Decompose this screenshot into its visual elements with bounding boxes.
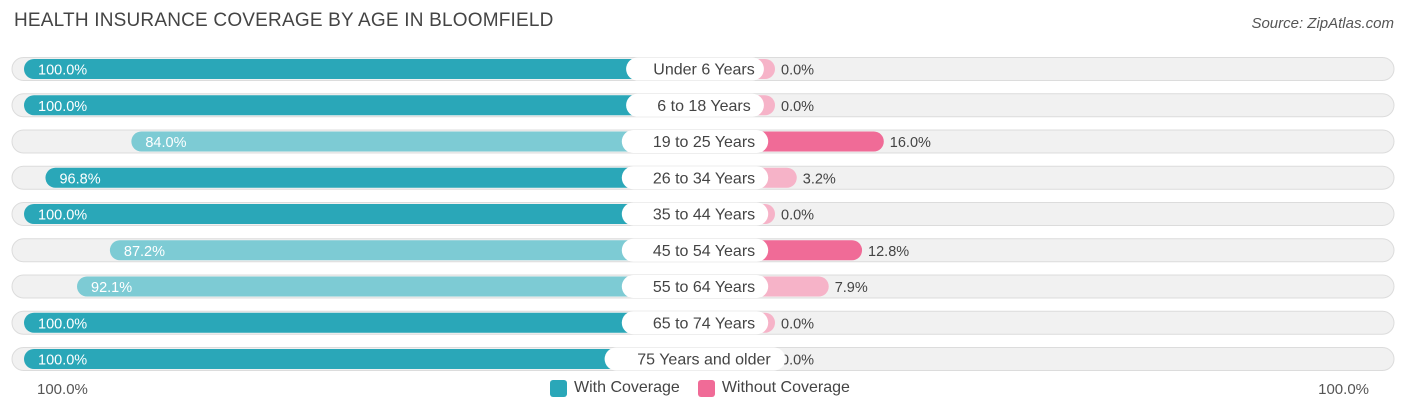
- category-label: Under 6 Years: [653, 62, 754, 79]
- chart-source: Source: ZipAtlas.com: [1251, 15, 1394, 32]
- label-with-coverage: 84.0%: [145, 135, 186, 151]
- label-without-coverage: 0.0%: [781, 208, 814, 224]
- legend-label-with-coverage: With Coverage: [574, 379, 680, 396]
- category-label: 45 to 54 Years: [653, 243, 755, 260]
- label-without-coverage: 7.9%: [835, 280, 868, 296]
- category-pill: [621, 275, 769, 298]
- label-with-coverage: 100.0%: [38, 208, 87, 224]
- bar-row-19-to-25-years: 84.0% 16.0% 19 to 25 Years: [11, 129, 1395, 154]
- label-without-coverage: 0.0%: [781, 63, 814, 79]
- label-without-coverage: 16.0%: [890, 135, 931, 151]
- label-with-coverage: 100.0%: [38, 316, 87, 332]
- bar-row-6-to-18-years: 100.0% 0.0% 6 to 18 Years: [11, 93, 1395, 118]
- bar-with-coverage: [45, 167, 696, 188]
- category-pill: [621, 130, 769, 153]
- bar-row-26-to-34-years: 96.8% 3.2% 26 to 34 Years: [11, 165, 1395, 190]
- category-label: 26 to 34 Years: [653, 170, 755, 187]
- axis-left-label: 100.0%: [37, 381, 88, 398]
- bar-with-coverage: [24, 204, 695, 224]
- bar-with-coverage: [24, 59, 695, 79]
- bar-row-65-to-74-years: 100.0% 0.0% 65 to 74 Years: [11, 310, 1395, 335]
- category-pill: [621, 166, 769, 190]
- category-pill: [626, 93, 764, 117]
- category-pill: [604, 347, 786, 371]
- label-with-coverage: 92.1%: [91, 280, 132, 296]
- label-without-coverage: 0.0%: [781, 99, 814, 115]
- category-pill: [621, 238, 769, 262]
- axis-right-label: 100.0%: [1318, 381, 1369, 398]
- legend-item-with-coverage[interactable]: With Coverage: [550, 379, 680, 397]
- category-label: 6 to 18 Years: [657, 98, 750, 115]
- chart-title: HEALTH INSURANCE COVERAGE BY AGE IN BLOO…: [14, 10, 554, 31]
- label-with-coverage: 96.8%: [59, 171, 100, 187]
- bar-with-coverage: [109, 240, 695, 261]
- legend-swatch-with-coverage: [550, 379, 567, 397]
- bar-row-75-years-and-older: 100.0% 0.0% 75 Years and older: [11, 347, 1395, 371]
- legend-label-without-coverage: Without Coverage: [721, 379, 850, 396]
- category-label: 75 Years and older: [637, 352, 771, 369]
- label-without-coverage: 0.0%: [781, 353, 814, 369]
- label-without-coverage: 3.2%: [803, 171, 836, 187]
- legend: With Coverage Without Coverage: [550, 379, 868, 397]
- bar-with-coverage: [24, 95, 695, 116]
- category-pill: [621, 311, 769, 335]
- label-without-coverage: 0.0%: [781, 316, 814, 332]
- label-with-coverage: 87.2%: [124, 244, 165, 260]
- bar-row-35-to-44-years: 100.0% 0.0% 35 to 44 Years: [11, 202, 1395, 226]
- bar-row-55-to-64-years: 92.1% 7.9% 55 to 64 Years: [11, 274, 1395, 299]
- bar-row-45-to-54-years: 87.2% 12.8% 45 to 54 Years: [11, 238, 1395, 263]
- bar-with-coverage: [24, 312, 695, 333]
- label-with-coverage: 100.0%: [38, 353, 87, 369]
- label-with-coverage: 100.0%: [38, 99, 87, 115]
- bar-with-coverage: [24, 349, 695, 369]
- label-without-coverage: 12.8%: [868, 244, 909, 260]
- category-label: 55 to 64 Years: [653, 279, 755, 296]
- category-label: 35 to 44 Years: [653, 207, 755, 224]
- label-with-coverage: 100.0%: [38, 63, 87, 79]
- category-label: 65 to 74 Years: [653, 315, 755, 332]
- bar-with-coverage: [131, 131, 696, 152]
- category-label: 19 to 25 Years: [653, 134, 755, 151]
- bar-with-coverage: [77, 276, 695, 297]
- category-pill: [626, 57, 764, 81]
- legend-item-without-coverage[interactable]: Without Coverage: [697, 379, 850, 397]
- legend-swatch-without-coverage: [697, 379, 715, 397]
- bar-row-under-6-years: 100.0% 0.0% Under 6 Years: [11, 57, 1395, 81]
- category-pill: [621, 202, 769, 226]
